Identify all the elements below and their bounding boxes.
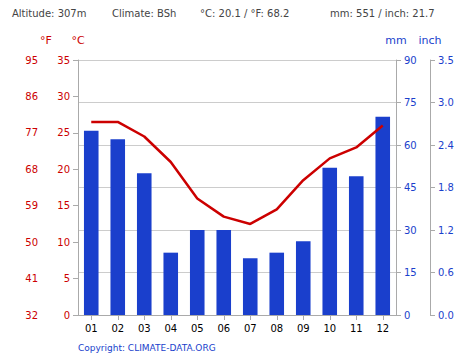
svg-text:°C: 20.1 / °F: 68.2: °C: 20.1 / °F: 68.2 [200, 8, 289, 19]
svg-text:0.0: 0.0 [438, 310, 454, 321]
svg-text:inch: inch [418, 34, 441, 47]
svg-text:1.8: 1.8 [438, 182, 454, 193]
svg-text:Altitude: 307m: Altitude: 307m [12, 8, 86, 19]
svg-text:90: 90 [404, 55, 417, 66]
svg-text:3.5: 3.5 [438, 55, 454, 66]
svg-text:60: 60 [404, 140, 417, 151]
svg-text:Copyright: CLIMATE-DATA.ORG: Copyright: CLIMATE-DATA.ORG [78, 343, 216, 353]
svg-text:0: 0 [64, 310, 70, 321]
svg-text:Climate: BSh: Climate: BSh [112, 8, 176, 19]
svg-text:45: 45 [404, 182, 417, 193]
svg-text:10: 10 [57, 237, 70, 248]
svg-text:0.6: 0.6 [438, 267, 454, 278]
svg-text:0: 0 [404, 310, 410, 321]
svg-text:25: 25 [57, 127, 70, 138]
svg-text:06: 06 [217, 323, 230, 334]
svg-text:12: 12 [376, 323, 389, 334]
svg-text:50: 50 [25, 237, 38, 248]
svg-text:°C: °C [71, 34, 85, 47]
svg-text:41: 41 [25, 273, 38, 284]
svg-text:03: 03 [138, 323, 151, 334]
svg-text:07: 07 [244, 323, 257, 334]
svg-text:mm: 551 / inch: 21.7: mm: 551 / inch: 21.7 [330, 8, 435, 19]
svg-text:68: 68 [25, 164, 38, 175]
svg-text:3.0: 3.0 [438, 97, 454, 108]
svg-text:1.2: 1.2 [438, 225, 454, 236]
svg-text:08: 08 [270, 323, 283, 334]
svg-text:01: 01 [85, 323, 98, 334]
svg-text:35: 35 [57, 55, 70, 66]
svg-text:°F: °F [40, 34, 52, 47]
svg-text:04: 04 [164, 323, 177, 334]
svg-text:86: 86 [25, 91, 38, 102]
svg-text:59: 59 [25, 200, 38, 211]
svg-text:30: 30 [57, 91, 70, 102]
svg-text:32: 32 [25, 310, 38, 321]
svg-text:2.4: 2.4 [438, 140, 454, 151]
svg-text:02: 02 [111, 323, 124, 334]
svg-text:30: 30 [404, 225, 417, 236]
svg-text:11: 11 [350, 323, 363, 334]
svg-text:5: 5 [64, 273, 70, 284]
svg-text:09: 09 [297, 323, 310, 334]
svg-text:75: 75 [404, 97, 417, 108]
svg-text:95: 95 [25, 55, 38, 66]
svg-text:mm: mm [385, 34, 406, 47]
svg-text:05: 05 [191, 323, 204, 334]
svg-text:20: 20 [57, 164, 70, 175]
svg-text:77: 77 [25, 127, 38, 138]
svg-text:10: 10 [323, 323, 336, 334]
svg-text:15: 15 [404, 267, 417, 278]
svg-text:15: 15 [57, 200, 70, 211]
